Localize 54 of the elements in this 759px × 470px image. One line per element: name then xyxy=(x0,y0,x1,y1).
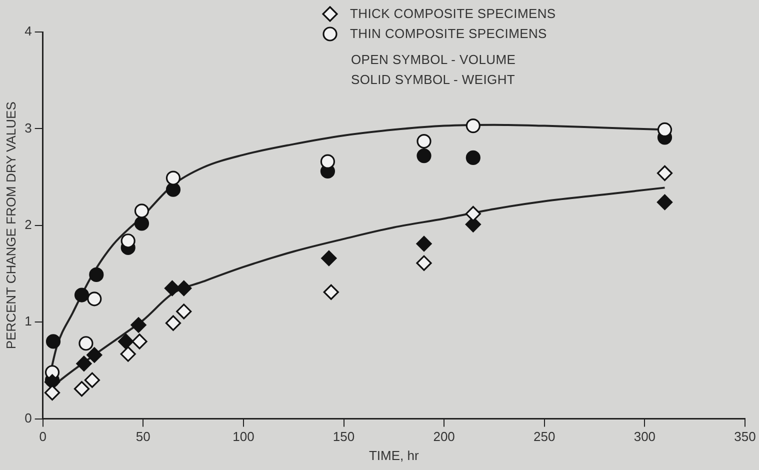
x-tick-label: 250 xyxy=(534,429,556,444)
point xyxy=(321,250,337,266)
annotation: SOLID SYMBOL - WEIGHT xyxy=(351,71,516,89)
x-tick-label: 350 xyxy=(734,429,756,444)
point xyxy=(176,280,192,296)
point xyxy=(132,334,148,350)
y-tick-label: 2 xyxy=(24,216,32,232)
point xyxy=(465,206,481,222)
point xyxy=(87,292,102,306)
x-tick-label: 50 xyxy=(136,429,150,444)
x-tick-label: 200 xyxy=(433,429,455,444)
point xyxy=(134,216,150,231)
point xyxy=(416,148,432,164)
y-tick-label: 3 xyxy=(24,120,32,136)
legend-label: THICK COMPOSITE SPECIMENS xyxy=(350,5,556,23)
point xyxy=(44,384,60,400)
point xyxy=(86,347,102,363)
y-tick-label: 1 xyxy=(24,314,32,329)
point xyxy=(134,204,150,218)
x-tick-label: 300 xyxy=(634,429,656,444)
point xyxy=(89,267,104,282)
point xyxy=(656,194,673,210)
point xyxy=(657,122,672,137)
point xyxy=(416,134,432,149)
point xyxy=(78,336,94,351)
y-tick-label: 4 xyxy=(24,24,32,39)
point xyxy=(176,304,192,320)
point xyxy=(416,255,432,271)
y-tick-label: 0 xyxy=(24,410,32,426)
point xyxy=(120,234,136,248)
legend-label: THIN COMPOSITE SPECIMENS xyxy=(350,25,547,43)
point xyxy=(165,315,182,331)
point xyxy=(466,150,480,166)
point xyxy=(74,381,90,397)
x-tick-label: 0 xyxy=(39,429,46,444)
point xyxy=(656,165,673,181)
point xyxy=(416,236,432,252)
point xyxy=(166,182,181,197)
point xyxy=(74,288,90,302)
point xyxy=(46,334,61,349)
y-axis-title: PERCENT CHANGE FROM DRY VALUES xyxy=(3,101,18,350)
point xyxy=(130,317,146,333)
point xyxy=(166,170,181,186)
x-tick-label: 100 xyxy=(232,429,254,444)
point xyxy=(118,334,134,350)
point xyxy=(320,154,336,169)
annotation: OPEN SYMBOL - VOLUME xyxy=(351,51,517,69)
point xyxy=(76,356,92,372)
point xyxy=(323,284,339,300)
point xyxy=(466,118,480,134)
x-axis-title: TIME, hr xyxy=(368,448,420,463)
x-tick-label: 150 xyxy=(332,429,355,444)
point xyxy=(84,372,100,388)
point xyxy=(120,346,136,362)
